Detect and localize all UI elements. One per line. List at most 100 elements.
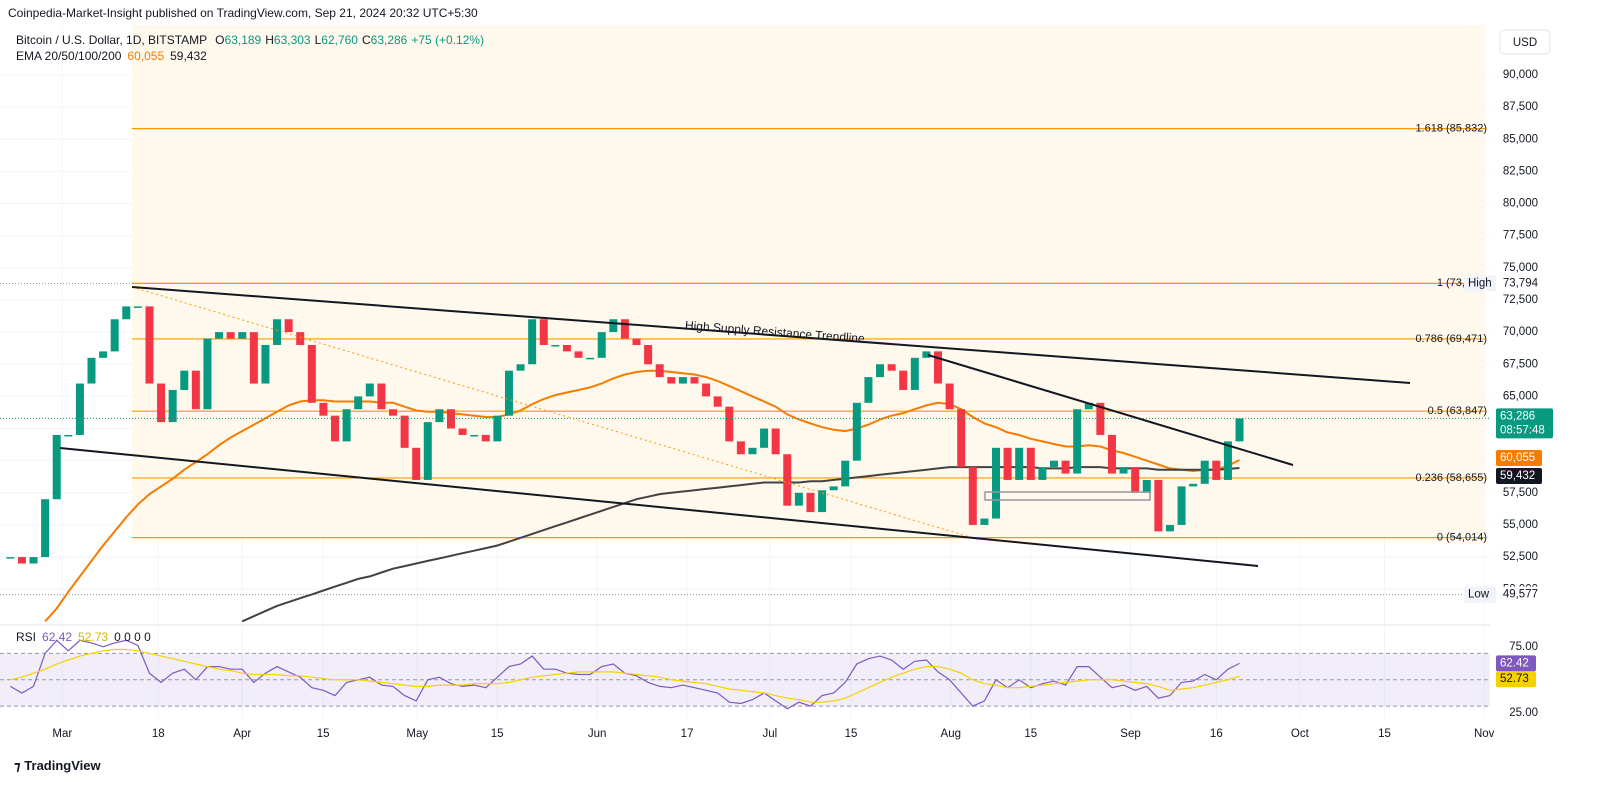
- candle: [1096, 402, 1105, 435]
- x-tick-label: May: [406, 728, 428, 740]
- candle: [226, 332, 235, 339]
- candle: [609, 319, 618, 333]
- l-key: L: [315, 33, 322, 47]
- rsi-tag-value: 52.73: [1500, 673, 1529, 685]
- symbol-legend: Bitcoin / U.S. Dollar, 1D, BITSTAMP O63,1…: [16, 33, 484, 47]
- y-tick-label: 90,000: [1503, 69, 1538, 81]
- candle: [1038, 467, 1047, 480]
- candle: [597, 332, 606, 358]
- rsi-tick-label: 25.00: [1509, 707, 1538, 719]
- candle: [644, 344, 653, 365]
- trendline: [59, 447, 1259, 567]
- y-tick-label: 77,500: [1503, 230, 1538, 242]
- rsi-val: 62.42: [42, 630, 72, 644]
- candle: [713, 396, 722, 407]
- candle: [783, 454, 792, 506]
- o-val: 63,189: [225, 33, 262, 47]
- candle: [725, 406, 734, 442]
- y-tick-label: 87,500: [1503, 101, 1538, 113]
- y-tick-label: 82,500: [1503, 165, 1538, 177]
- candle: [122, 306, 131, 320]
- candle: [702, 383, 711, 397]
- candle: [493, 415, 502, 442]
- candle: [992, 447, 1000, 519]
- candle: [388, 409, 397, 416]
- candle: [307, 344, 316, 403]
- candle: [760, 428, 769, 448]
- ema-tag: [1496, 467, 1542, 484]
- price-pane: [0, 127, 1490, 622]
- candle: [365, 383, 374, 397]
- candle: [157, 383, 166, 423]
- indicator-line: [10, 648, 1240, 703]
- high-value: 73,794: [1503, 277, 1539, 289]
- candle: [1015, 447, 1024, 480]
- ema-val: 60,055: [127, 49, 164, 63]
- high-value-bg: [1496, 275, 1542, 292]
- candle: [864, 377, 873, 403]
- candle: [1119, 467, 1128, 474]
- candle: [168, 389, 177, 423]
- rsi-zeros: 0 0 0 0: [114, 630, 151, 644]
- candle: [794, 492, 803, 506]
- x-tick-label: 15: [1024, 728, 1037, 740]
- candle: [1026, 447, 1035, 480]
- candle: [284, 319, 293, 333]
- high-label: High: [1468, 277, 1492, 289]
- candle: [215, 332, 224, 339]
- candle: [87, 357, 96, 384]
- candle: [1061, 460, 1070, 474]
- x-tick-label: 15: [1378, 728, 1391, 740]
- candle: [1131, 467, 1140, 493]
- candle: [551, 344, 560, 347]
- fib-label: 0.236 (58,655): [1415, 472, 1487, 484]
- candle: [899, 370, 908, 390]
- x-tick-label: Oct: [1291, 728, 1310, 740]
- x-tick-label: Jul: [763, 728, 778, 740]
- rsi-tag-value: 62.42: [1500, 657, 1529, 669]
- rsi-tag: [1496, 655, 1536, 672]
- candle: [1084, 402, 1093, 410]
- candle: [655, 364, 664, 378]
- candle: [400, 415, 409, 448]
- candle: [667, 377, 676, 384]
- y-tick-label: 52,500: [1503, 551, 1538, 563]
- x-tick-label: 15: [491, 728, 504, 740]
- candle: [980, 518, 989, 525]
- ema-tag-value: 60,055: [1500, 452, 1535, 464]
- y-tick-label: 72,500: [1503, 294, 1538, 306]
- low-value: 49,577: [1503, 589, 1538, 601]
- countdown: 08:57:48: [1500, 424, 1545, 436]
- x-tick-label: 15: [317, 728, 330, 740]
- candle: [504, 370, 513, 416]
- candle: [1107, 434, 1116, 474]
- trendline: [131, 286, 1411, 384]
- axis-labels: Mar 18 Apr 15 May 15 Jun 17 Jul 15 Aug 15 Sep 16 Oct 15…: [52, 69, 1553, 740]
- candle: [423, 422, 432, 480]
- candle: [852, 402, 861, 461]
- candle: [99, 351, 108, 358]
- candle: [539, 319, 548, 345]
- fib-label: 0 (54,014): [1437, 532, 1487, 544]
- candle: [1154, 479, 1163, 532]
- candle: [806, 492, 815, 513]
- x-tick-label: Jun: [588, 728, 607, 740]
- candle: [632, 338, 641, 345]
- brand: ⁊ TradingView: [14, 758, 102, 773]
- ema-tag-value: 59,432: [1500, 470, 1535, 482]
- rsi-legend: RSI 62.42 52.73 0 0 0 0: [16, 630, 151, 644]
- y-tick-label: 57,500: [1503, 487, 1538, 499]
- candle: [1200, 460, 1209, 484]
- ema-tag: [1496, 449, 1542, 466]
- indicator-line: [44, 369, 1240, 622]
- currency-button[interactable]: [1499, 29, 1551, 55]
- h-val: 63,303: [274, 33, 311, 47]
- c-val: 63,286: [371, 33, 408, 47]
- low-tag: [1464, 586, 1496, 603]
- candle: [586, 357, 595, 360]
- candle: [1235, 418, 1244, 442]
- currency[interactable]: USD: [1513, 37, 1537, 49]
- candle: [29, 557, 38, 564]
- trendline: [927, 354, 1294, 466]
